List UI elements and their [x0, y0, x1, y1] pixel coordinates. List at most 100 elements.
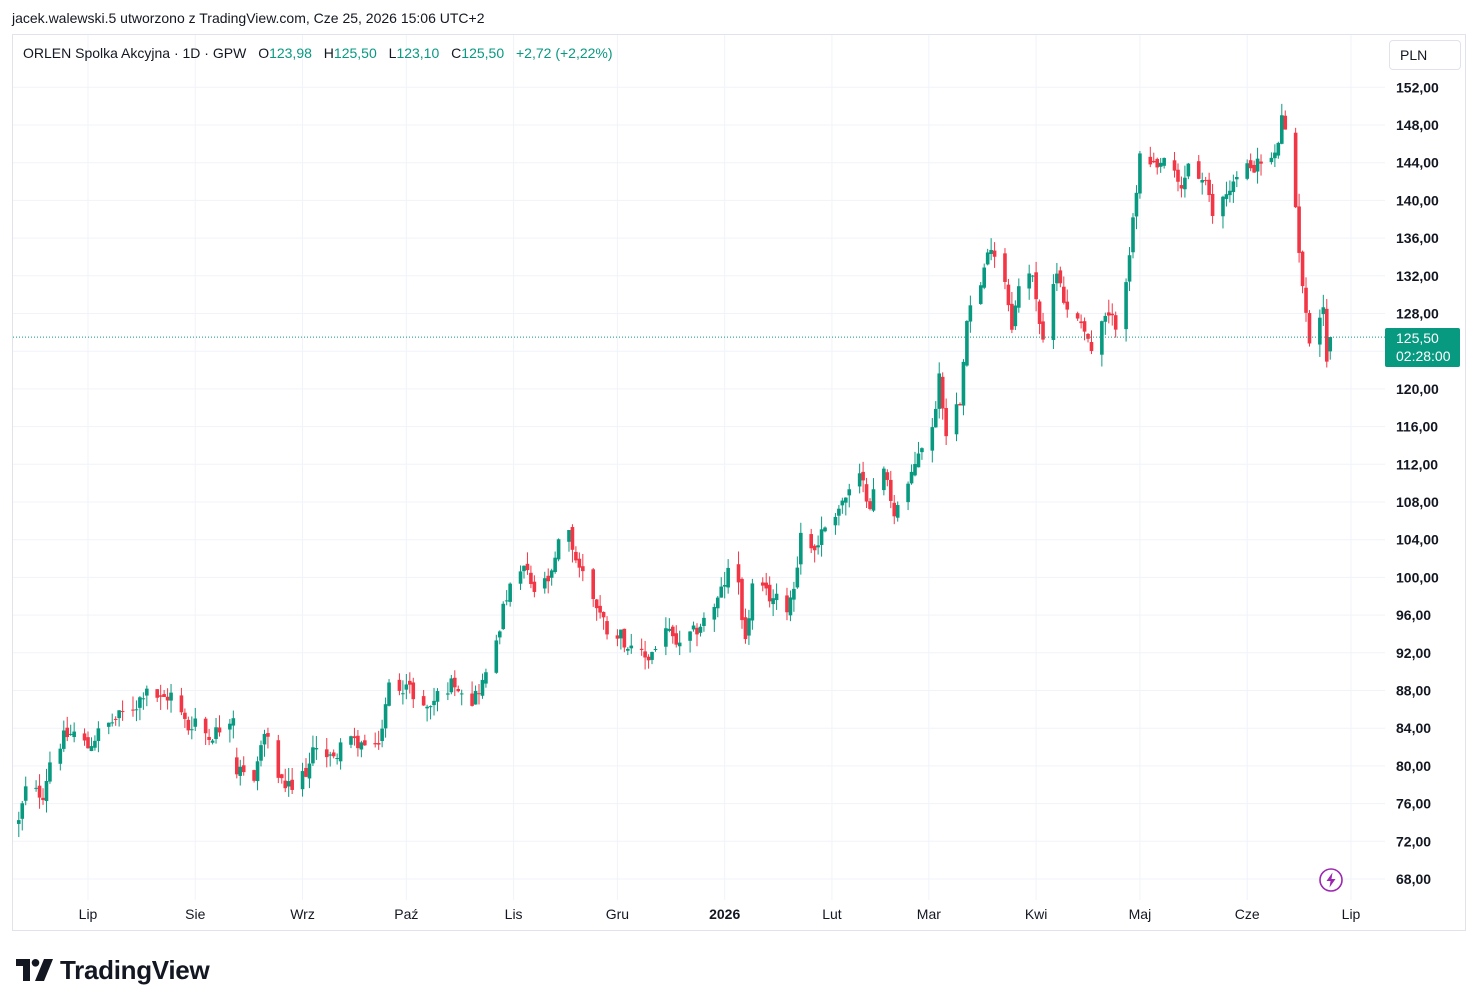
candle [314, 736, 319, 760]
candle [1224, 181, 1229, 207]
candle [861, 461, 865, 493]
candle [930, 417, 935, 463]
candle [577, 552, 582, 578]
y-tick-label: 80,00 [1396, 758, 1431, 774]
y-tick-label: 136,00 [1396, 230, 1439, 246]
candle [1172, 152, 1177, 178]
candle [300, 762, 305, 797]
tradingview-logo[interactable]: TradingView [16, 954, 210, 986]
candle [432, 687, 436, 716]
candle [383, 697, 388, 738]
candle [41, 788, 45, 805]
legend-close: 125,50 [461, 45, 505, 61]
candle [106, 722, 111, 735]
candle [882, 466, 886, 496]
candle [169, 683, 173, 713]
candle [110, 713, 115, 727]
candle [1176, 163, 1180, 192]
legend-open-label: O [258, 45, 270, 61]
candle [771, 589, 775, 617]
candle [387, 679, 391, 707]
x-tick-label: Lis [505, 906, 523, 922]
candle [349, 735, 353, 749]
candle [241, 756, 246, 776]
candle [958, 402, 962, 406]
candle [401, 680, 405, 705]
candle [702, 612, 706, 632]
candle [508, 582, 512, 607]
candle [792, 581, 796, 612]
candle [34, 780, 38, 792]
candle [286, 767, 291, 797]
candle [68, 724, 73, 736]
candle [968, 295, 973, 333]
candle [1283, 110, 1288, 130]
candle [809, 528, 813, 554]
candle [193, 707, 198, 731]
x-axis-labels: Lip Sie Wrz Paź Lis Gru 2026 Lut Mar Kwi Maj Cze Lip [79, 906, 1361, 922]
candle [978, 281, 983, 305]
candle [435, 688, 440, 712]
candle [1293, 127, 1298, 209]
y-tick-label: 132,00 [1396, 268, 1439, 284]
candle [279, 773, 284, 784]
candle [1017, 278, 1021, 313]
candle [255, 756, 260, 791]
candle [1252, 160, 1256, 173]
candle [1103, 312, 1108, 335]
candle [331, 749, 336, 759]
candle [480, 673, 485, 699]
candle [1259, 154, 1263, 176]
candle [698, 623, 703, 637]
candle [1148, 146, 1153, 168]
candle [494, 634, 499, 674]
candle [1231, 174, 1236, 203]
candle [1151, 152, 1156, 164]
candle [96, 721, 101, 753]
candle [653, 646, 658, 652]
candle [23, 776, 28, 806]
candle [992, 242, 997, 268]
candle [712, 603, 717, 632]
candle [328, 751, 333, 767]
candle [262, 729, 267, 757]
x-tick-label: Kwi [1025, 906, 1048, 922]
candle [404, 674, 409, 700]
candle [1124, 278, 1128, 342]
candle [1245, 159, 1249, 181]
candle [1186, 162, 1191, 180]
candle [774, 583, 779, 610]
candle [165, 688, 170, 710]
lightning-bolt-icon[interactable] [1319, 868, 1343, 892]
candle [421, 689, 426, 706]
x-tick-label: Cze [1235, 906, 1260, 922]
candle [1110, 303, 1115, 326]
y-tick-label: 96,00 [1396, 607, 1431, 623]
x-tick-label: Gru [606, 906, 629, 922]
candle [446, 682, 450, 701]
candle [542, 571, 547, 594]
candle [812, 544, 817, 563]
candle [933, 401, 938, 428]
candle [504, 590, 509, 606]
currency-button[interactable]: PLN [1389, 40, 1461, 70]
candle [913, 451, 917, 477]
candle [837, 505, 841, 526]
candle [37, 774, 42, 809]
candle [290, 767, 294, 795]
candle [553, 551, 557, 574]
candle [477, 684, 481, 705]
candle [234, 747, 239, 779]
candle [909, 464, 914, 485]
candle [497, 630, 502, 645]
candle [1113, 311, 1118, 338]
candle [747, 609, 751, 645]
candle [691, 621, 696, 632]
candle [459, 689, 464, 706]
candle [871, 478, 876, 513]
candle [688, 631, 692, 653]
chart-frame [12, 34, 1466, 931]
candle [397, 673, 402, 696]
candle [785, 587, 789, 621]
